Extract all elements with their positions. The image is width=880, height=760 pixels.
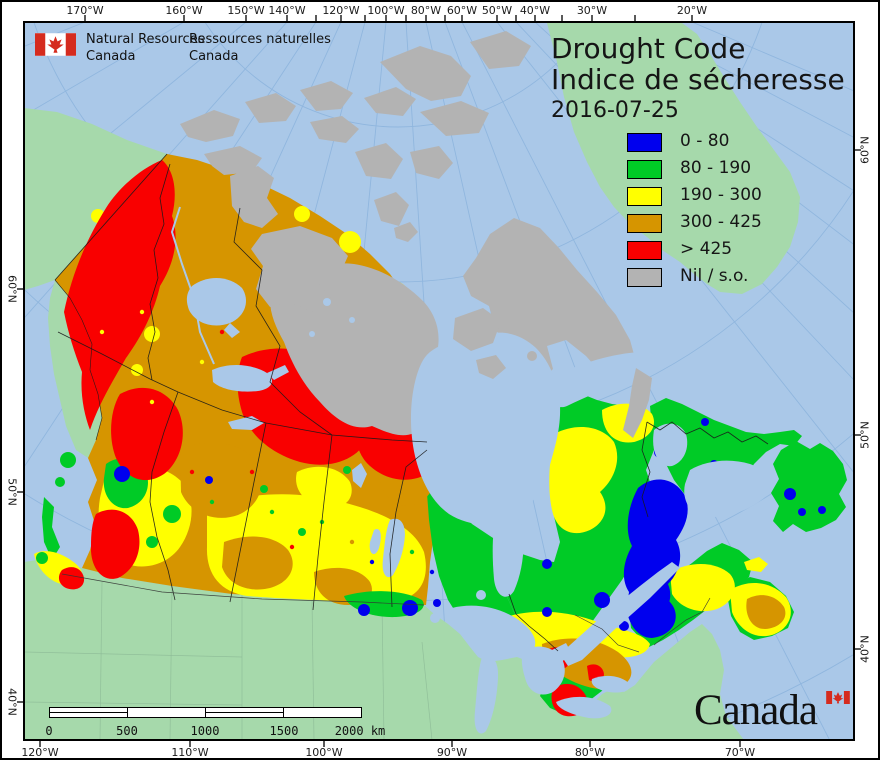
- great-bear-lake: [186, 277, 246, 326]
- province-borders: [54, 153, 769, 653]
- arctic-islands: [180, 31, 635, 436]
- legend-swatch: [627, 160, 662, 179]
- ungava-bay: [653, 423, 688, 467]
- wordmark-flag-icon: [826, 691, 850, 704]
- dept-fr-line1: Ressources naturelles: [189, 32, 331, 47]
- lake-ontario: [591, 675, 631, 693]
- legend-swatch: [627, 268, 662, 287]
- legend-label: 300 - 425: [680, 212, 762, 232]
- legend-swatch: [627, 133, 662, 152]
- legend-label: Nil / s.o.: [680, 266, 749, 286]
- scalebar-bar: [49, 707, 362, 718]
- islands-in-bays: [453, 308, 652, 438]
- axis-tick-label: 110°W: [171, 746, 209, 759]
- axis-tick-label: 70°W: [724, 746, 756, 759]
- axis-tick-label: 170°W: [66, 4, 104, 17]
- axis-tick-label: 90°W: [436, 746, 468, 759]
- axis-tick-label: 150°W: [227, 4, 265, 17]
- legend-label: > 425: [680, 239, 733, 259]
- hudson-bay: [410, 332, 561, 525]
- lake-superior: [451, 605, 536, 655]
- lake-erie: [556, 696, 612, 719]
- axis-tick-label: 50°W: [481, 4, 513, 17]
- dept-name-english: Natural Resources Canada: [86, 31, 204, 65]
- scalebar-tick-label: 500: [116, 724, 138, 738]
- axis-tick-label: 120°W: [21, 746, 59, 759]
- canada-flag-icon: [35, 33, 76, 56]
- legend-label: 190 - 300: [680, 185, 762, 205]
- legend-label: 80 - 190: [680, 158, 752, 178]
- axis-tick-label: 40°N: [858, 635, 872, 663]
- title-date: 2016-07-25: [551, 98, 679, 123]
- canada-wordmark: Canada: [694, 687, 818, 734]
- axis-tick-label: 80°W: [574, 746, 606, 759]
- map-frame: [23, 21, 855, 741]
- axis-tick-label: 120°W: [322, 4, 360, 17]
- mackenzie-river: [170, 206, 215, 365]
- axis-tick-label: 60°N: [858, 136, 872, 164]
- legend-label: 0 - 80: [680, 131, 730, 151]
- axis-ticks: [17, 15, 861, 747]
- greenland-land: [547, 23, 800, 294]
- dept-en-line2: Canada: [86, 49, 136, 64]
- dept-fr-line2: Canada: [189, 49, 239, 64]
- axis-tick-label: 30°W: [576, 4, 608, 17]
- axis-tick-label: 60°N: [5, 275, 19, 303]
- hudson-strait: [546, 352, 654, 408]
- gulf-st-lawrence: [684, 460, 769, 518]
- dept-name-french: Ressources naturelles Canada: [189, 31, 331, 65]
- scalebar-tick-label: 2000 km: [334, 724, 386, 738]
- axis-tick-label: 20°W: [676, 4, 708, 17]
- axis-tick-label: 80°W: [410, 4, 442, 17]
- dept-en-line1: Natural Resources: [86, 32, 205, 47]
- lake-michigan: [474, 656, 499, 734]
- title-french: Indice de sécheresse: [551, 63, 845, 96]
- axis-tick-label: 50°N: [5, 478, 19, 506]
- map-title: Drought Code Indice de sécheresse 2016-0…: [551, 33, 845, 124]
- axis-tick-label: 100°W: [367, 4, 405, 17]
- legend-swatch: [627, 187, 662, 206]
- axis-tick-label: 100°W: [305, 746, 343, 759]
- legend-swatch: [627, 241, 662, 260]
- axis-tick-label: 40°N: [5, 688, 19, 716]
- legend-swatch: [627, 214, 662, 233]
- lake-huron: [521, 646, 565, 695]
- axis-tick-label: 140°W: [268, 4, 306, 17]
- axis-tick-label: 60°W: [446, 4, 478, 17]
- scalebar-tick-label: 1500: [269, 724, 299, 738]
- axis-tick-label: 160°W: [165, 4, 203, 17]
- lake-winnipeg: [382, 518, 405, 578]
- title-english: Drought Code: [551, 32, 746, 65]
- great-slave-lake: [212, 364, 273, 392]
- scalebar-tick-label: 1000: [190, 724, 220, 738]
- st-lawrence-river: [560, 562, 680, 666]
- axis-tick-label: 40°W: [519, 4, 551, 17]
- james-bay: [492, 513, 524, 597]
- axis-tick-label: 50°N: [858, 421, 872, 449]
- scalebar-tick-label: 0: [45, 724, 53, 738]
